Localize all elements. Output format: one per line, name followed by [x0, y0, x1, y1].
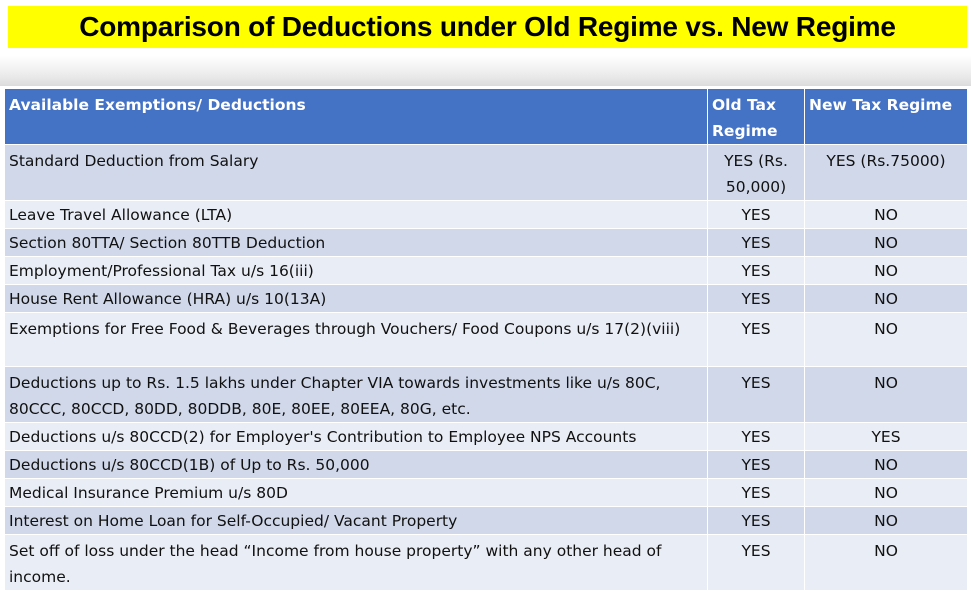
row-old-value: YES [707, 478, 805, 507]
row-item: Deductions up to Rs. 1.5 lakhs under Cha… [4, 366, 708, 423]
table-row: Deductions up to Rs. 1.5 lakhs under Cha… [4, 366, 968, 423]
row-new-value: NO [804, 200, 968, 229]
row-new-value: NO [804, 450, 968, 479]
row-item: Employment/Professional Tax u/s 16(iii) [4, 256, 708, 285]
table-row: Leave Travel Allowance (LTA) YES NO [4, 200, 968, 229]
table-row: House Rent Allowance (HRA) u/s 10(13A) Y… [4, 284, 968, 313]
row-new-value: YES [804, 422, 968, 451]
row-old-value: YES [707, 534, 805, 591]
table-row: Deductions u/s 80CCD(1B) of Up to Rs. 50… [4, 450, 968, 479]
row-new-value: NO [804, 228, 968, 257]
row-old-value: YES [707, 506, 805, 535]
row-old-value: YES [707, 422, 805, 451]
row-new-value: NO [804, 506, 968, 535]
row-old-value: YES [707, 256, 805, 285]
row-new-value: NO [804, 534, 968, 591]
table-row: Interest on Home Loan for Self-Occupied/… [4, 506, 968, 535]
row-item: Set off of loss under the head “Income f… [4, 534, 708, 591]
row-item: Deductions u/s 80CCD(2) for Employer's C… [4, 422, 708, 451]
row-new-value: NO [804, 312, 968, 367]
row-old-value: YES (Rs. 50,000) [707, 144, 805, 201]
table-row: Employment/Professional Tax u/s 16(iii) … [4, 256, 968, 285]
row-item: Section 80TTA/ Section 80TTB Deduction [4, 228, 708, 257]
row-old-value: YES [707, 228, 805, 257]
row-item: Interest on Home Loan for Self-Occupied/… [4, 506, 708, 535]
row-item: Exemptions for Free Food & Beverages thr… [4, 312, 708, 367]
row-old-value: YES [707, 366, 805, 423]
row-item: Medical Insurance Premium u/s 80D [4, 478, 708, 507]
row-new-value: YES (Rs.75000) [804, 144, 968, 201]
row-item: Standard Deduction from Salary [4, 144, 708, 201]
row-new-value: NO [804, 478, 968, 507]
header-new-regime: New Tax Regime [804, 88, 968, 145]
table-row: Standard Deduction from Salary YES (Rs. … [4, 144, 968, 201]
header-exemptions: Available Exemptions/ Deductions [4, 88, 708, 145]
table-row: Section 80TTA/ Section 80TTB Deduction Y… [4, 228, 968, 257]
table-row: Medical Insurance Premium u/s 80D YES NO [4, 478, 968, 507]
row-new-value: NO [804, 284, 968, 313]
divider-shadow [0, 56, 971, 86]
table-row: Set off of loss under the head “Income f… [4, 534, 968, 591]
deductions-table: Available Exemptions/ Deductions Old Tax… [4, 88, 968, 591]
row-item: Deductions u/s 80CCD(1B) of Up to Rs. 50… [4, 450, 708, 479]
title-banner: Comparison of Deductions under Old Regim… [8, 6, 967, 48]
row-old-value: YES [707, 200, 805, 229]
page-title: Comparison of Deductions under Old Regim… [79, 11, 896, 42]
row-item: Leave Travel Allowance (LTA) [4, 200, 708, 229]
row-old-value: YES [707, 312, 805, 367]
row-old-value: YES [707, 284, 805, 313]
row-new-value: NO [804, 366, 968, 423]
table-row: Exemptions for Free Food & Beverages thr… [4, 312, 968, 367]
row-new-value: NO [804, 256, 968, 285]
row-old-value: YES [707, 450, 805, 479]
row-item: House Rent Allowance (HRA) u/s 10(13A) [4, 284, 708, 313]
header-old-regime: Old Tax Regime [707, 88, 805, 145]
table-header-row: Available Exemptions/ Deductions Old Tax… [4, 88, 968, 145]
table-row: Deductions u/s 80CCD(2) for Employer's C… [4, 422, 968, 451]
